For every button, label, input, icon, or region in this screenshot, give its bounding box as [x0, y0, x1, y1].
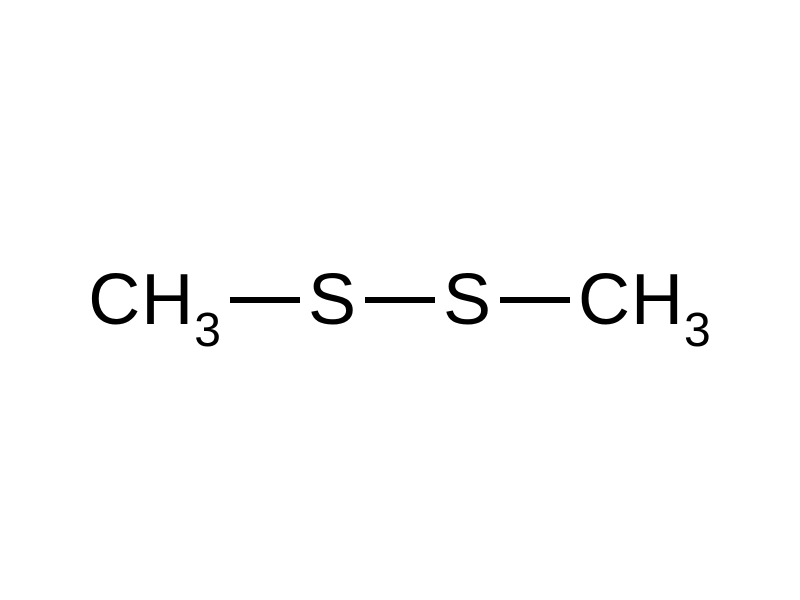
- bond-icon: [500, 297, 570, 303]
- subscript: 3: [684, 307, 712, 355]
- bond-icon: [365, 297, 435, 303]
- sulfur-atom-1: S: [308, 264, 357, 336]
- atom-label: CH: [88, 264, 194, 336]
- atom-label: S: [308, 264, 357, 336]
- methyl-group-left: CH 3: [88, 264, 222, 336]
- chemical-structure-diagram: CH 3 S S CH 3: [0, 0, 800, 600]
- sulfur-atom-2: S: [443, 264, 492, 336]
- molecular-formula: CH 3 S S CH 3: [88, 264, 711, 336]
- atom-label: CH: [578, 264, 684, 336]
- methyl-group-right: CH 3: [578, 264, 712, 336]
- atom-label: S: [443, 264, 492, 336]
- bond-icon: [230, 297, 300, 303]
- subscript: 3: [194, 307, 222, 355]
